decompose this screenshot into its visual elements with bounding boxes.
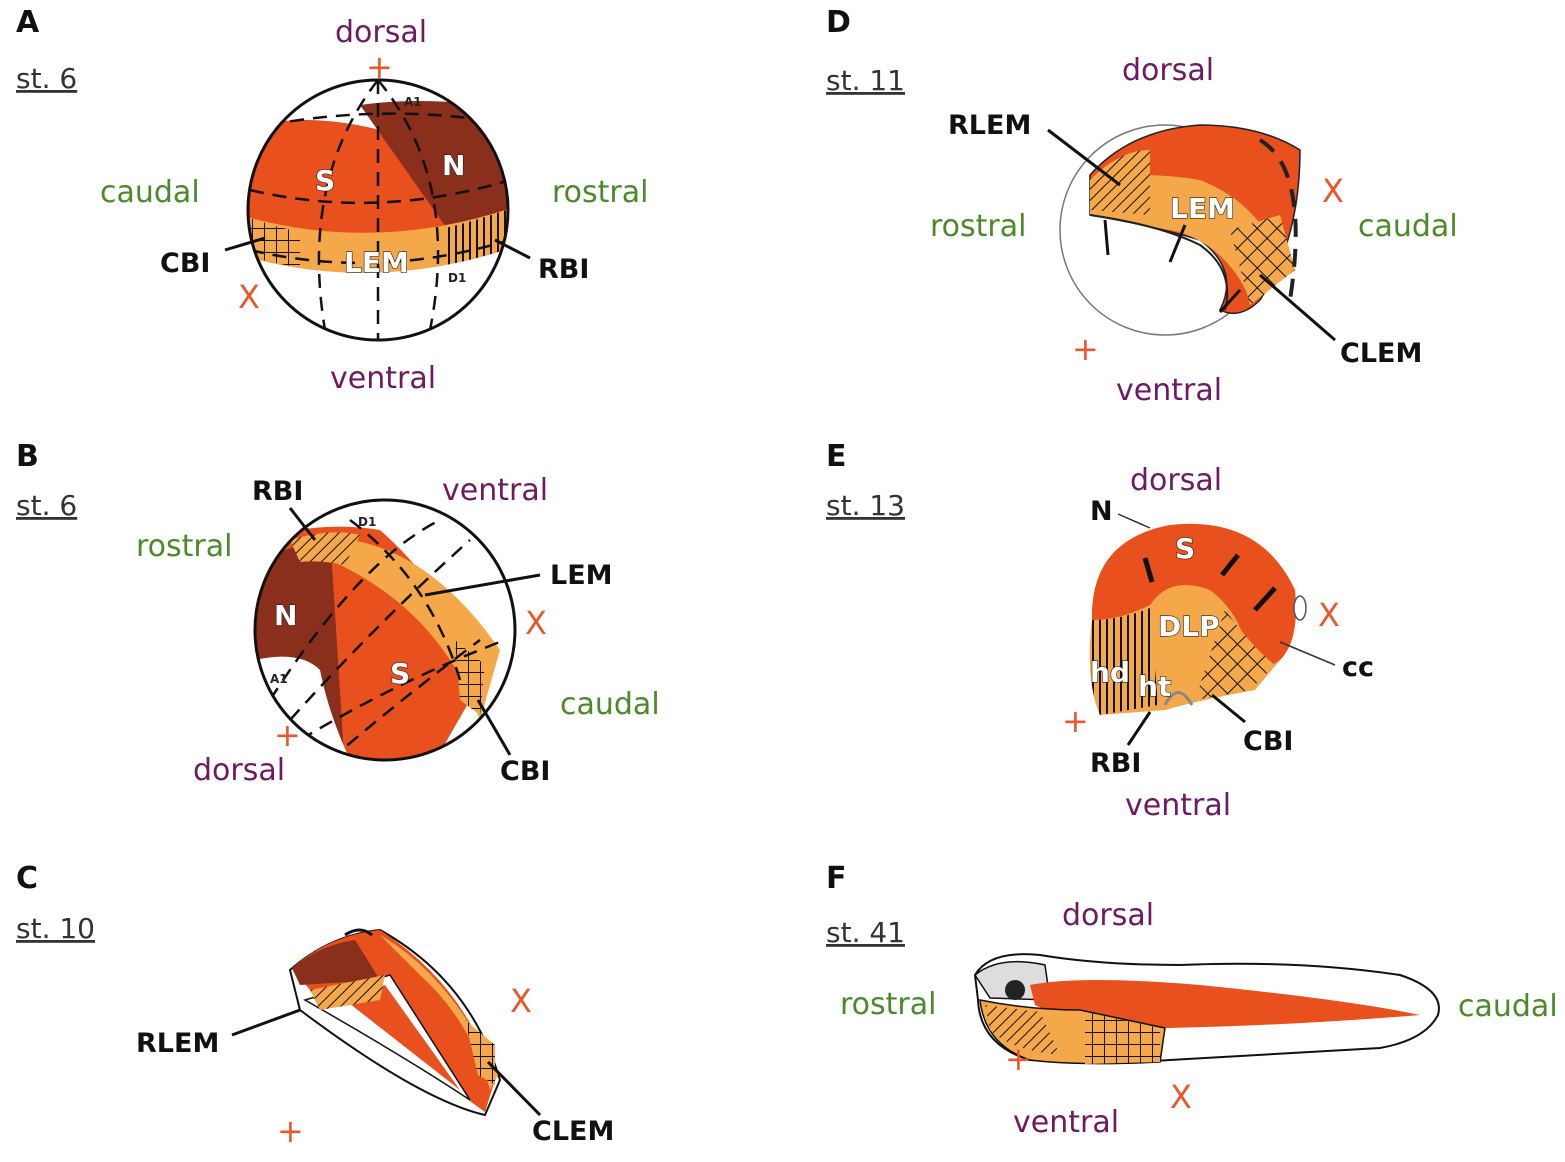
plus-marker: + xyxy=(1062,702,1089,740)
somite-label: S xyxy=(1175,532,1195,565)
stage-label: st. 6 xyxy=(16,489,77,522)
dorsal-label: dorsal xyxy=(1130,463,1222,498)
cbi-label: CBI xyxy=(160,248,210,279)
panel-letter: F xyxy=(826,861,847,896)
rlem-label: RLEM xyxy=(136,1028,219,1059)
plus-marker: + xyxy=(274,716,301,754)
x-marker: X xyxy=(1318,596,1340,634)
lem-label: LEM xyxy=(550,560,613,591)
x-marker: X xyxy=(1170,1078,1192,1116)
panel-letter: E xyxy=(826,439,847,474)
panel-letter: B xyxy=(16,439,39,474)
clem-label: CLEM xyxy=(1340,338,1422,369)
plus-marker: + xyxy=(366,48,393,86)
d1-label: D1 xyxy=(448,271,466,285)
dorsal-label: dorsal xyxy=(193,753,285,788)
stage-label: st. 13 xyxy=(826,489,905,522)
dlp-label: DLP xyxy=(1158,610,1220,643)
ventral-label: ventral xyxy=(1116,373,1222,408)
panel-letter: A xyxy=(16,5,40,40)
rostral-label: rostral xyxy=(136,529,232,564)
panel-e: E st. 13 dorsal N S DLP X cc hd ht + RBI… xyxy=(826,439,1374,823)
clem-label: CLEM xyxy=(532,1116,614,1147)
embryo-section xyxy=(1089,124,1301,315)
x-marker: X xyxy=(525,604,547,642)
a1-label: A1 xyxy=(404,95,422,109)
notochord-label: N xyxy=(274,599,297,632)
cbi-label: CBI xyxy=(500,756,550,787)
stage-label: st. 41 xyxy=(826,916,905,949)
rbi-label: RBI xyxy=(538,254,589,285)
caudal-label: caudal xyxy=(1458,989,1558,1024)
stage-label: st. 11 xyxy=(826,64,905,97)
ventral-label: ventral xyxy=(330,361,436,396)
stage-label: st. 10 xyxy=(16,912,95,945)
rbi-label: RBI xyxy=(1090,748,1141,779)
rostral-label: rostral xyxy=(552,175,648,210)
hd-label: hd xyxy=(1090,656,1130,689)
ht-label: ht xyxy=(1138,670,1171,703)
cbi-label: CBI xyxy=(1243,726,1293,757)
ventral-label: ventral xyxy=(1013,1105,1119,1140)
caudal-label: caudal xyxy=(100,175,200,210)
d1-label: D1 xyxy=(358,515,376,529)
embryo xyxy=(1089,523,1307,715)
x-marker: X xyxy=(238,278,260,316)
plus-marker: + xyxy=(1005,1040,1032,1078)
notochord-label: N xyxy=(1090,496,1113,527)
x-marker: X xyxy=(510,982,532,1020)
somite-label: S xyxy=(315,164,335,197)
panel-d: D st. 11 dorsal RLEM LEM X rostral cauda… xyxy=(826,5,1458,408)
cc-label: cc xyxy=(1342,652,1374,683)
somite-label: S xyxy=(390,657,410,690)
caudal-label: caudal xyxy=(560,687,660,722)
rlem-label: RLEM xyxy=(948,110,1031,141)
plus-marker: + xyxy=(277,1112,304,1150)
tadpole xyxy=(973,953,1440,1065)
panel-b: B st. 6 D1 A1 N S RBI ventral rostral LE… xyxy=(16,439,660,788)
panel-f: F st. 41 dorsal rostral caudal + X ventr… xyxy=(826,861,1558,1140)
lem-label: LEM xyxy=(1170,192,1235,225)
notochord-label: N xyxy=(442,149,465,182)
panel-letter: C xyxy=(16,861,38,896)
ventral-label: ventral xyxy=(442,473,548,508)
lem-label: LEM xyxy=(344,246,409,279)
x-marker: X xyxy=(1322,172,1344,210)
plus-marker: + xyxy=(1072,330,1099,368)
a1-label: A1 xyxy=(270,672,288,686)
rostral-label: rostral xyxy=(840,987,936,1022)
panel-a: A st. 6 A1 D1 S N LEM dorsal + caudal ro… xyxy=(16,5,648,396)
dorsal-label: dorsal xyxy=(335,15,427,50)
stage-label: st. 6 xyxy=(16,62,77,95)
rbi-label: RBI xyxy=(252,476,303,507)
dorsal-label: dorsal xyxy=(1122,53,1214,88)
panel-c: C st. 10 RLEM X CLEM + xyxy=(16,861,614,1150)
embryo-section xyxy=(288,928,502,1117)
panel-letter: D xyxy=(826,5,851,40)
rostral-label: rostral xyxy=(930,209,1026,244)
dorsal-label: dorsal xyxy=(1062,898,1154,933)
ventral-label: ventral xyxy=(1125,788,1231,823)
caudal-label: caudal xyxy=(1358,209,1458,244)
